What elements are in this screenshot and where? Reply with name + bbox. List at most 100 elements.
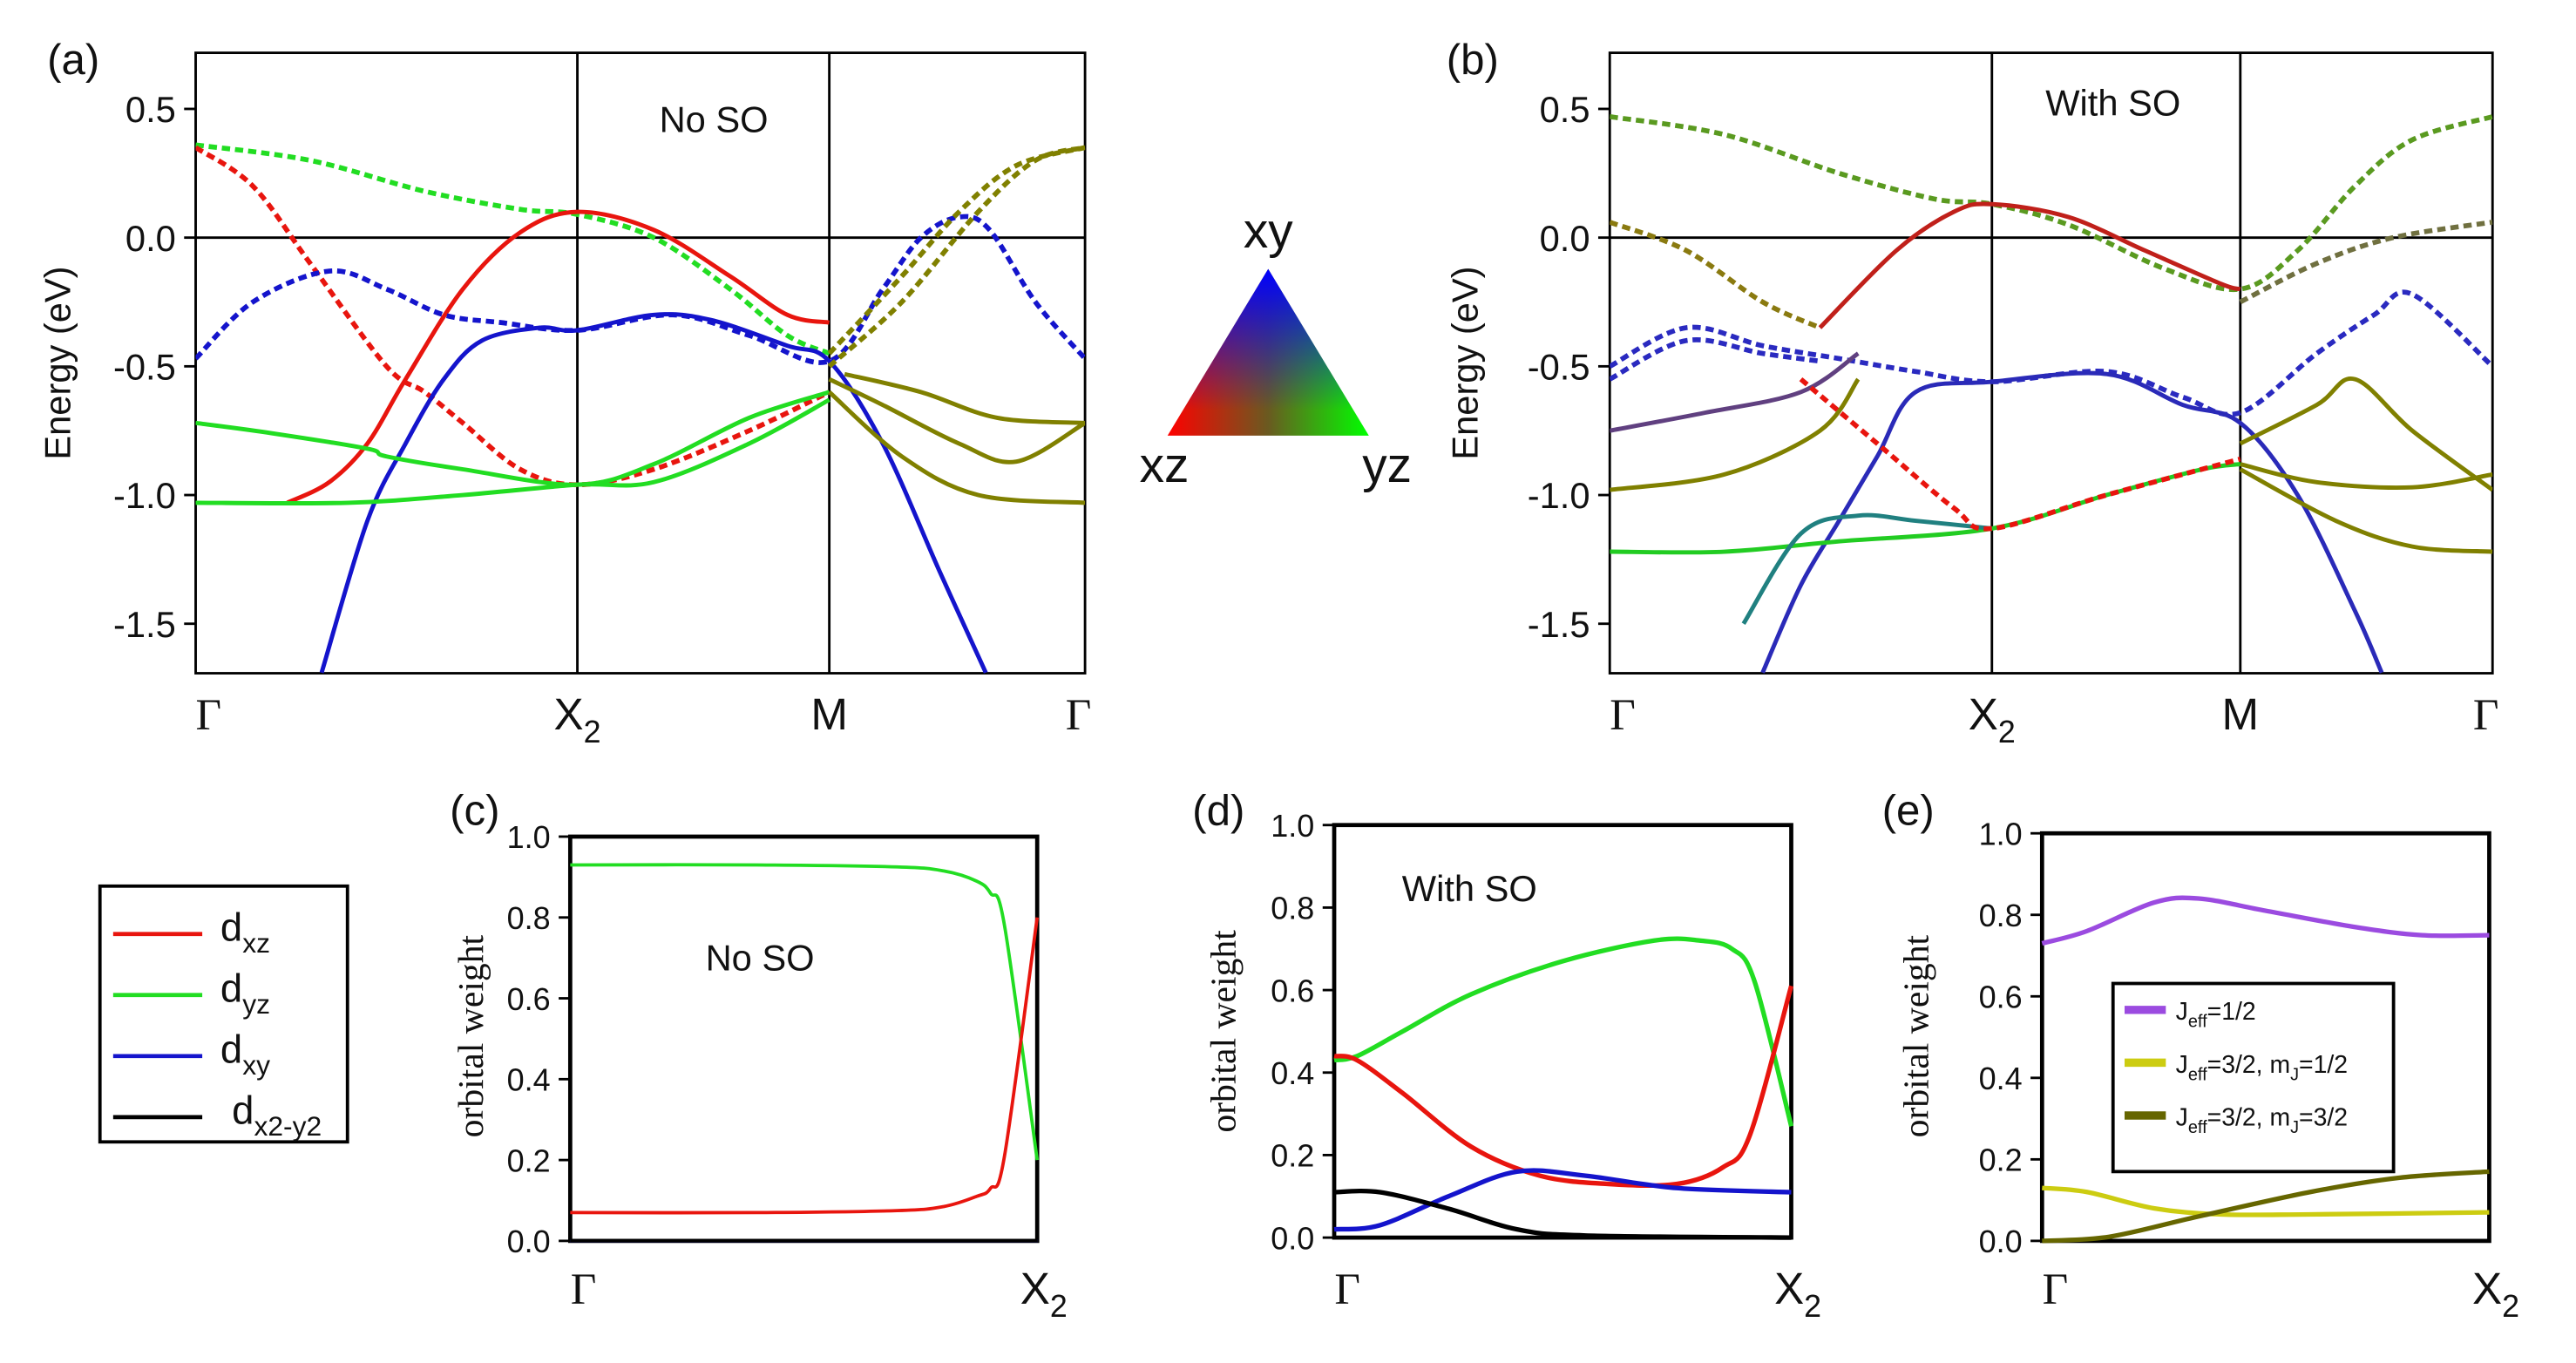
text-run: 0.5 xyxy=(1540,89,1590,130)
text-run: =1/2 xyxy=(2299,1051,2348,1079)
plot-frame xyxy=(567,834,1040,1244)
x-tick-label: X2 xyxy=(2472,1264,2519,1324)
band-solid xyxy=(319,312,988,674)
subscript: 2 xyxy=(1050,1289,1068,1324)
y-tick-label: 0.4 xyxy=(1271,1055,1314,1091)
text-run: 1.0 xyxy=(1271,808,1314,844)
text-run: Γ xyxy=(196,690,222,740)
k-point-label: M xyxy=(810,689,848,739)
y-tick-label: 1.0 xyxy=(507,819,551,855)
text-run: (a) xyxy=(47,36,99,84)
y-tick-label: 0.5 xyxy=(125,89,176,130)
text-run: -1.0 xyxy=(1528,475,1590,516)
series-line-dyz xyxy=(1333,936,1794,1127)
band-solid xyxy=(828,376,1086,465)
series-line-dxy xyxy=(1333,1168,1792,1232)
x-tick-label: Γ xyxy=(571,1265,597,1314)
text-run: J xyxy=(2176,1051,2188,1079)
panel-label: (a) xyxy=(47,36,99,84)
text-run: X xyxy=(1774,1264,1804,1313)
text-run: Γ xyxy=(2473,690,2499,740)
k-point-label: X2 xyxy=(554,689,601,749)
legend-entry-label: dx2-y2 xyxy=(232,1088,322,1142)
subscript: 2 xyxy=(2502,1289,2519,1324)
text-run: (d) xyxy=(1192,787,1244,835)
legend-entry-label: dxz xyxy=(220,905,270,959)
y-tick-label: -1.0 xyxy=(113,475,176,516)
plot-frame xyxy=(2039,831,2491,1244)
text-run: Γ xyxy=(571,1265,597,1314)
text-run: orbital weight xyxy=(451,934,491,1137)
band-solid xyxy=(2239,467,2493,554)
text-run: J xyxy=(2176,998,2188,1026)
text-run: =3/2 xyxy=(2299,1103,2348,1131)
text-run: No SO xyxy=(660,98,769,139)
text-run: 0.0 xyxy=(1979,1224,2023,1259)
subscript: xz xyxy=(242,927,270,959)
k-point-label: Γ xyxy=(1610,690,1636,740)
subscript: eff xyxy=(2188,1013,2207,1032)
text-run: Γ xyxy=(1066,690,1092,740)
panel-annotation: With SO xyxy=(2045,83,2180,124)
k-point-label: Γ xyxy=(2473,690,2499,740)
panel-annotation: No SO xyxy=(660,98,769,139)
text-run: d xyxy=(220,1027,242,1071)
panel-label: (e) xyxy=(1882,787,1935,835)
text-run: Γ xyxy=(2043,1265,2069,1314)
k-point-label: M xyxy=(2222,689,2260,739)
band-dashed xyxy=(827,145,1086,356)
y-tick-label: 1.0 xyxy=(1271,808,1314,844)
subscript: xy xyxy=(242,1049,270,1081)
text-run: (b) xyxy=(1447,36,1499,84)
text-run: 1.0 xyxy=(1979,816,2023,851)
x-tick-label: X2 xyxy=(1774,1264,1821,1324)
y-tick-label: -1.5 xyxy=(1528,604,1590,645)
band-dashed xyxy=(1610,289,2493,417)
band-dashed xyxy=(2239,220,2493,305)
text-run: No SO xyxy=(706,937,815,978)
text-run: =1/2 xyxy=(2207,998,2256,1026)
k-point-label: Γ xyxy=(1066,690,1092,740)
y-tick-label: 0.0 xyxy=(1271,1220,1314,1256)
text-run: 0.0 xyxy=(1540,218,1590,259)
text-run: X xyxy=(1969,689,1998,739)
subscript: J xyxy=(2290,1118,2299,1137)
bands xyxy=(195,142,1086,674)
text-run: d xyxy=(220,966,242,1010)
y-tick-label: 0.5 xyxy=(1540,89,1590,130)
y-tick-label: -0.5 xyxy=(113,346,176,387)
text-run: 0.8 xyxy=(1271,891,1314,926)
text-run: -0.5 xyxy=(1528,346,1590,387)
band-solid xyxy=(195,390,830,487)
text-run: orbital weight xyxy=(1203,930,1244,1133)
plot-frame xyxy=(1608,51,2494,675)
text-run: xy xyxy=(1244,204,1293,259)
band-solid xyxy=(286,209,830,505)
series-line-dxz xyxy=(1333,985,1794,1189)
band-solid xyxy=(828,390,1086,505)
series-line-dxz xyxy=(570,917,1040,1215)
text-run: =3/2, m xyxy=(2207,1103,2290,1131)
subscript: J xyxy=(2290,1065,2299,1084)
text-run: 0.2 xyxy=(1271,1138,1314,1174)
band-solid xyxy=(2240,462,2493,491)
text-run: (e) xyxy=(1882,787,1935,835)
text-run: X xyxy=(1020,1264,1050,1313)
y-tick-label: 0.2 xyxy=(507,1143,551,1178)
text-run: Γ xyxy=(1334,1265,1360,1314)
text-run: 0.0 xyxy=(1271,1220,1314,1256)
text-run: 0.4 xyxy=(507,1062,551,1098)
panel-d xyxy=(1322,823,1794,1240)
text-run: -0.5 xyxy=(113,346,176,387)
k-point-label: Γ xyxy=(196,690,222,740)
y-tick-label: 0.4 xyxy=(507,1062,551,1098)
subscript: x2-y2 xyxy=(254,1110,322,1142)
y-tick-label: 0.6 xyxy=(1271,973,1314,1008)
triangle-label-xy: xy xyxy=(1244,204,1293,259)
legend-entry-label: Jeff=1/2 xyxy=(2176,998,2256,1032)
text-run: =3/2, m xyxy=(2207,1051,2290,1079)
legend-frame xyxy=(2111,981,2396,1174)
text-run: X xyxy=(554,689,584,739)
band-dashed xyxy=(1610,337,1820,382)
band-solid xyxy=(1741,512,1992,626)
